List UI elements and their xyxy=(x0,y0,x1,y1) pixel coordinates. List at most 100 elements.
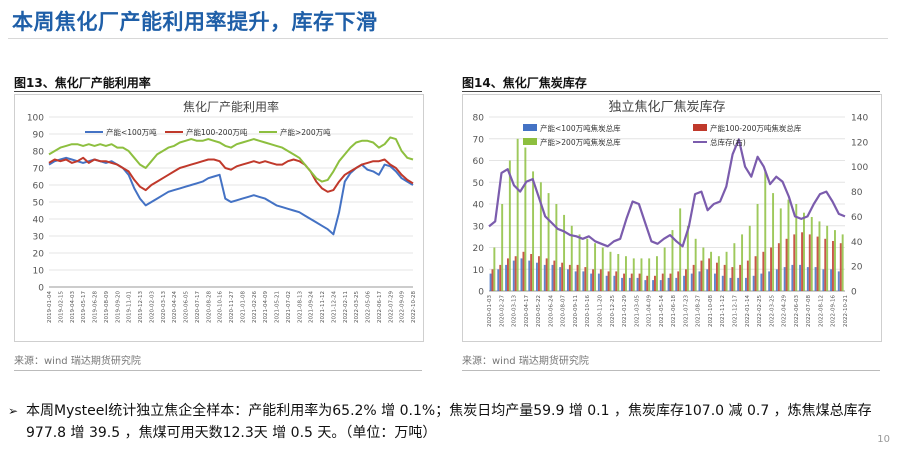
note-line-2: 977.8 增 39.5 ，焦煤可用天数12.3天 增 0.5 天。（单位：万吨… xyxy=(26,425,437,441)
bar xyxy=(543,264,546,291)
bar xyxy=(530,254,533,291)
bar xyxy=(692,264,695,291)
bar xyxy=(737,277,740,291)
legend-swatch xyxy=(523,138,537,145)
bar xyxy=(597,273,600,291)
x-tick-label: 2021-02-26 xyxy=(252,291,258,323)
bar xyxy=(578,234,581,291)
y-tick-label: 80 xyxy=(33,148,45,158)
x-tick-label: 2022-09-16 xyxy=(831,295,837,327)
y-tick-label-left: 50 xyxy=(473,179,485,189)
bar xyxy=(756,204,759,291)
bar xyxy=(570,225,573,292)
x-tick-label: 2022-09-09 xyxy=(400,291,406,323)
bar xyxy=(748,225,751,292)
bar xyxy=(803,212,805,291)
y-tick-label-left: 30 xyxy=(473,222,485,232)
x-tick-label: 2020-07-17 xyxy=(195,291,201,323)
bar xyxy=(725,251,728,291)
x-tick-label: 2020-04-17 xyxy=(524,295,530,327)
bar xyxy=(568,264,571,291)
bar xyxy=(592,269,595,292)
x-tick-label: 2021-04-09 xyxy=(263,291,269,323)
bar xyxy=(824,238,827,291)
bar xyxy=(752,275,755,291)
y-tick-label-left: 20 xyxy=(473,244,485,254)
x-tick-label: 2022-07-29 xyxy=(388,291,394,323)
bar xyxy=(615,271,618,291)
slide-title: 本周焦化厂产能利用率提升，库存下滑 xyxy=(12,10,378,34)
bar xyxy=(808,234,811,291)
bar xyxy=(837,271,840,291)
note-line-1: 本周Mysteel统计独立焦企全样本：产能利用率为65.2% 增 0.1%；焦炭… xyxy=(26,403,872,419)
x-tick-label: 2021-01-08 xyxy=(240,291,246,323)
bar xyxy=(536,262,538,291)
x-tick-label: 2021-08-13 xyxy=(297,291,303,323)
title-divider xyxy=(8,38,888,39)
bar xyxy=(799,264,802,291)
y-tick-label: 70 xyxy=(33,165,45,175)
x-tick-label: 2020-08-28 xyxy=(206,291,212,323)
bar xyxy=(576,264,579,291)
y-tick-label: 60 xyxy=(33,182,45,192)
bar xyxy=(729,277,732,291)
bar xyxy=(667,277,670,291)
bar xyxy=(532,171,535,291)
legend-label: 产能>200万吨焦炭总库 xyxy=(540,137,621,147)
left-source-rule xyxy=(14,370,422,371)
x-tick-label: 2019-02-15 xyxy=(58,291,64,323)
bar xyxy=(795,204,798,291)
bar xyxy=(607,271,610,291)
y-tick-label: 0 xyxy=(38,284,44,294)
bar xyxy=(706,269,709,292)
x-tick-label: 2021-05-14 xyxy=(659,295,665,327)
bar xyxy=(621,277,624,291)
x-tick-label: 2019-12-13 xyxy=(138,291,144,323)
bar xyxy=(623,273,626,291)
bar xyxy=(512,260,515,291)
bar xyxy=(841,234,844,291)
bar xyxy=(816,236,819,291)
y-tick-label-right: 100 xyxy=(851,163,868,173)
x-tick-label: 2021-10-08 xyxy=(708,295,714,327)
bar xyxy=(826,225,829,292)
y-tick-label-right: 60 xyxy=(851,213,863,223)
x-tick-label: 2019-09-20 xyxy=(115,291,121,323)
bar xyxy=(700,260,703,291)
bar xyxy=(770,247,773,291)
bar xyxy=(586,238,589,291)
bar xyxy=(762,251,765,291)
bar xyxy=(810,217,813,291)
bar xyxy=(638,273,641,291)
bar xyxy=(559,267,562,291)
x-tick-label: 2019-01-04 xyxy=(47,291,53,323)
bar xyxy=(601,247,604,291)
legend-swatch xyxy=(523,124,537,131)
bar xyxy=(716,262,718,291)
x-tick-label: 2021-05-21 xyxy=(275,291,281,323)
bar xyxy=(671,230,674,291)
bar xyxy=(514,256,517,291)
bar xyxy=(652,280,655,291)
bar xyxy=(594,243,597,291)
y-tick-label: 30 xyxy=(33,233,45,243)
bar xyxy=(685,269,687,292)
y-tick-label-right: 20 xyxy=(851,263,863,273)
y-tick-label: 100 xyxy=(27,114,44,124)
bar xyxy=(563,214,566,291)
x-tick-label: 2020-04-24 xyxy=(172,291,178,323)
legend-swatch xyxy=(693,124,707,131)
bar xyxy=(613,275,616,291)
y-tick-label-right: 40 xyxy=(851,238,863,248)
x-tick-label: 2021-03-05 xyxy=(634,295,640,327)
bar xyxy=(661,273,664,291)
x-tick-label: 2019-06-28 xyxy=(93,291,99,323)
y-tick-label-right: 0 xyxy=(851,288,857,298)
bar xyxy=(538,256,540,291)
x-tick-label: 2019-11-01 xyxy=(127,291,133,323)
bar xyxy=(745,277,747,291)
x-tick-label: 2020-11-27 xyxy=(229,291,235,323)
x-tick-label: 2021-07-02 xyxy=(286,291,292,323)
x-tick-label: 2022-01-14 xyxy=(745,295,751,327)
x-tick-label: 2020-06-24 xyxy=(548,295,554,327)
